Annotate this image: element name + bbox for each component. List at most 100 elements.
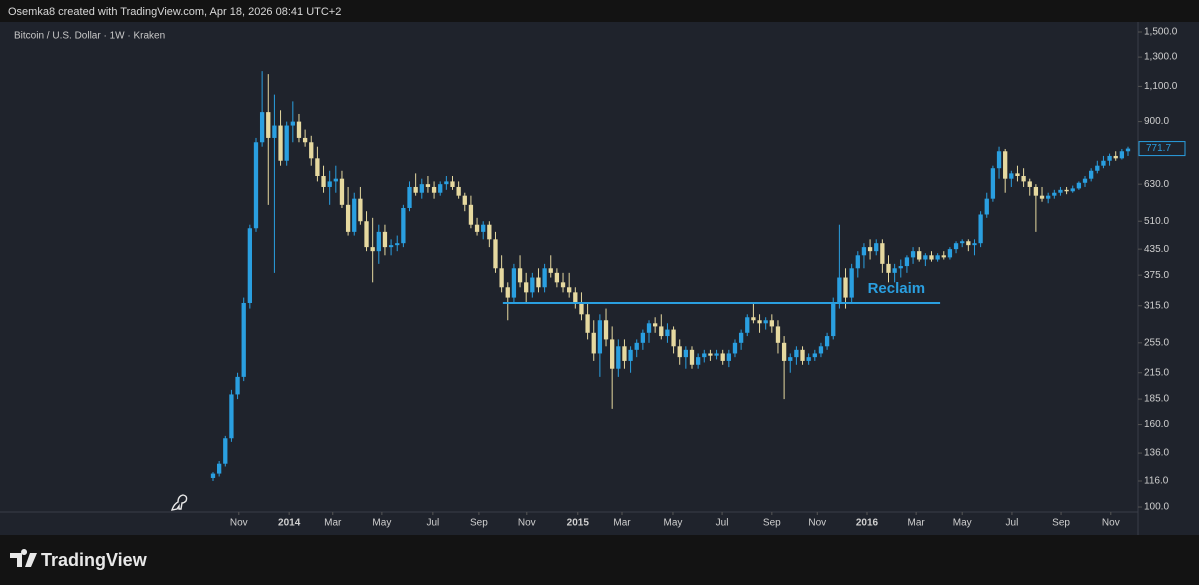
candle-body xyxy=(474,224,480,232)
candle-body xyxy=(259,112,265,143)
candle-body xyxy=(493,239,498,269)
y-tick-label: 375.0 xyxy=(1144,270,1169,281)
y-tick-label: 1,100.0 xyxy=(1144,81,1178,92)
candle-body xyxy=(935,255,940,260)
x-tick-label: 2014 xyxy=(278,518,301,529)
candle-body xyxy=(573,292,578,303)
candle-body xyxy=(695,357,701,365)
candle-body xyxy=(812,353,817,358)
candle-body xyxy=(972,243,977,246)
candle-body xyxy=(560,282,566,288)
candle-body xyxy=(450,181,455,187)
candle-body xyxy=(241,302,246,377)
x-tick-label: 2015 xyxy=(567,518,590,529)
candle-body xyxy=(702,353,707,358)
candle-body xyxy=(1039,195,1045,199)
candle-body xyxy=(290,121,295,126)
x-tick-label: Nov xyxy=(518,518,536,529)
candle-body xyxy=(929,255,934,260)
candle-body xyxy=(517,268,523,283)
y-tick-label: 116.0 xyxy=(1144,476,1169,487)
x-tick-label: May xyxy=(372,518,391,529)
price-tag: 771.7 xyxy=(1146,143,1171,154)
candle-body xyxy=(960,241,965,244)
y-tick-label: 435.0 xyxy=(1144,244,1169,255)
candle-body xyxy=(910,251,916,258)
candle-body xyxy=(763,320,768,324)
candle-body xyxy=(622,346,627,361)
candle-body xyxy=(321,176,326,187)
candle-body xyxy=(548,268,553,273)
y-tick-label: 1,500.0 xyxy=(1144,27,1178,38)
candle-body xyxy=(431,186,437,193)
candle-body xyxy=(413,186,418,193)
candle-body xyxy=(628,349,633,361)
candle-body xyxy=(886,263,891,273)
candle-body xyxy=(425,184,431,187)
credit: Osemka8 created with TradingView.com, Ap… xyxy=(8,6,341,18)
candle-body xyxy=(1082,178,1088,183)
x-tick-label: Nov xyxy=(1102,518,1120,529)
candle-body xyxy=(855,255,860,269)
y-tick-label: 315.0 xyxy=(1144,300,1169,311)
candle-body xyxy=(1089,170,1094,179)
x-tick-label: Jul xyxy=(426,518,439,529)
candle-body xyxy=(738,332,744,343)
candle-body xyxy=(296,121,302,138)
y-tick-label: 136.0 xyxy=(1144,448,1169,459)
candle-body xyxy=(223,438,228,464)
candle-body xyxy=(714,353,719,356)
candle-body xyxy=(984,198,989,215)
candle-body xyxy=(874,243,879,252)
candle-body xyxy=(917,251,922,260)
y-tick-label: 255.0 xyxy=(1144,337,1169,348)
candle-body xyxy=(235,376,240,395)
candle-body xyxy=(524,282,529,293)
candle-body xyxy=(1009,173,1014,179)
candle-body xyxy=(591,332,596,354)
candle-body xyxy=(1052,192,1057,196)
candle-body xyxy=(567,287,572,293)
candle-body xyxy=(468,204,474,225)
price-tag-box xyxy=(1138,141,1186,157)
candle-body xyxy=(966,241,971,246)
candle-body xyxy=(677,346,682,358)
candle-body xyxy=(781,342,787,361)
candle-body xyxy=(487,224,492,240)
candle-body xyxy=(923,255,928,260)
candle-body xyxy=(616,346,621,369)
candle-body xyxy=(941,255,946,258)
candle-body xyxy=(757,320,762,324)
y-tick-label: 160.0 xyxy=(1144,419,1169,430)
candle-body xyxy=(732,342,738,354)
candle-body xyxy=(849,268,854,298)
candle-body xyxy=(284,125,289,161)
candle-body xyxy=(542,268,547,288)
candle-body xyxy=(880,243,885,264)
candle-body xyxy=(794,349,799,358)
candle-body xyxy=(1021,176,1026,182)
candle-body xyxy=(775,326,781,343)
candle-body xyxy=(302,137,308,143)
x-tick-label: Jul xyxy=(1006,518,1019,529)
candle-body xyxy=(272,125,277,138)
candle-body xyxy=(726,353,731,361)
candle-body xyxy=(462,195,467,205)
mascot xyxy=(170,494,188,511)
candle-body xyxy=(597,320,603,354)
candle-body xyxy=(499,268,504,288)
candle-body xyxy=(327,181,332,187)
candle-body xyxy=(996,151,1002,169)
candle-body xyxy=(456,186,461,196)
candle-body xyxy=(247,228,252,303)
candle-body xyxy=(1076,182,1082,189)
candle-body xyxy=(708,353,713,356)
candle-body xyxy=(364,221,369,248)
candle-body xyxy=(769,320,774,327)
candle-body xyxy=(689,349,695,365)
candle-body xyxy=(898,266,903,269)
x-tick-label: 2016 xyxy=(856,518,879,529)
candle-body xyxy=(382,231,388,248)
